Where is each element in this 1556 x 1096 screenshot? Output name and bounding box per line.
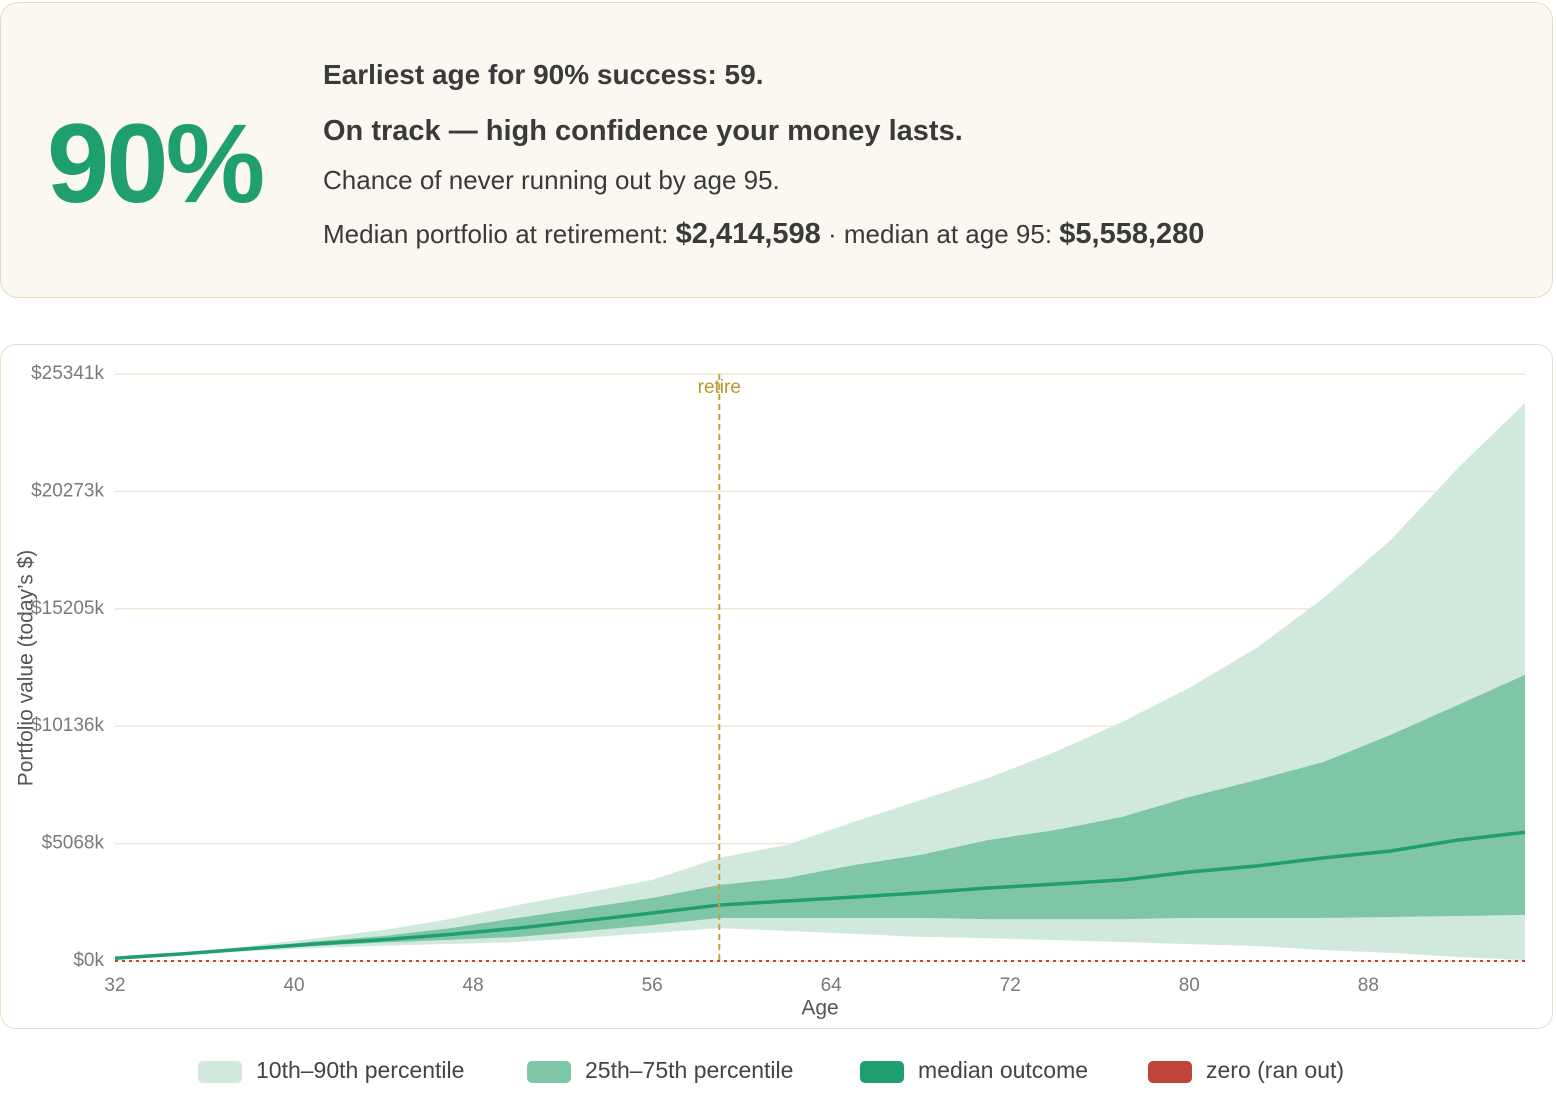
note: Chance of never running out by age 95. [323,165,780,195]
success-rate: 90% [47,101,265,226]
y-tick-label: $5068k [42,833,105,854]
median-retire: $2,414,598 [675,218,821,250]
legend-label: 25th–75th percentile [585,1057,793,1083]
percentile-band [115,674,1525,959]
retire-label: retire [698,377,741,398]
legend-label: median outcome [918,1057,1088,1083]
legend-swatch [1148,1061,1192,1083]
y-tick-label: $20273k [31,480,104,501]
legend-swatch [198,1061,242,1083]
y-tick-label: $0k [73,950,104,971]
median-label: Median portfolio at retirement: [323,219,669,249]
median-line [114,830,1526,960]
legend-swatch [527,1061,571,1083]
y-tick-label: $10136k [31,715,104,736]
x-tick-label: 64 [821,975,843,996]
legend-label: zero (ran out) [1206,1057,1344,1083]
median-line: Median portfolio at retirement: $2,414,5… [323,218,1204,251]
x-tick-label: 48 [463,975,484,996]
x-tick-label: 80 [1179,975,1200,996]
y-axis-label: Portfolio value (today’s $) [15,550,38,787]
x-tick-label: 32 [104,975,125,996]
y-tick-label: $25341k [31,363,104,384]
median-end-label: · median at age 95: [828,219,1053,249]
legend-label: 10th–90th percentile [256,1057,464,1083]
y-tick-label: $15205k [31,598,104,619]
legend-swatch [860,1061,904,1083]
x-tick-label: 88 [1358,975,1379,996]
x-tick-label: 40 [283,975,304,996]
headline: Earliest age for 90% success: 59. [323,59,764,90]
status: On track — high confidence your money la… [323,115,963,147]
summary-card: 90% Earliest age for 90% success: 59. On… [0,2,1553,298]
median-end: $5,558,280 [1059,218,1205,250]
x-axis-label: Age [801,997,838,1020]
x-tick-label: 56 [642,975,663,996]
x-tick-label: 72 [1000,975,1021,996]
